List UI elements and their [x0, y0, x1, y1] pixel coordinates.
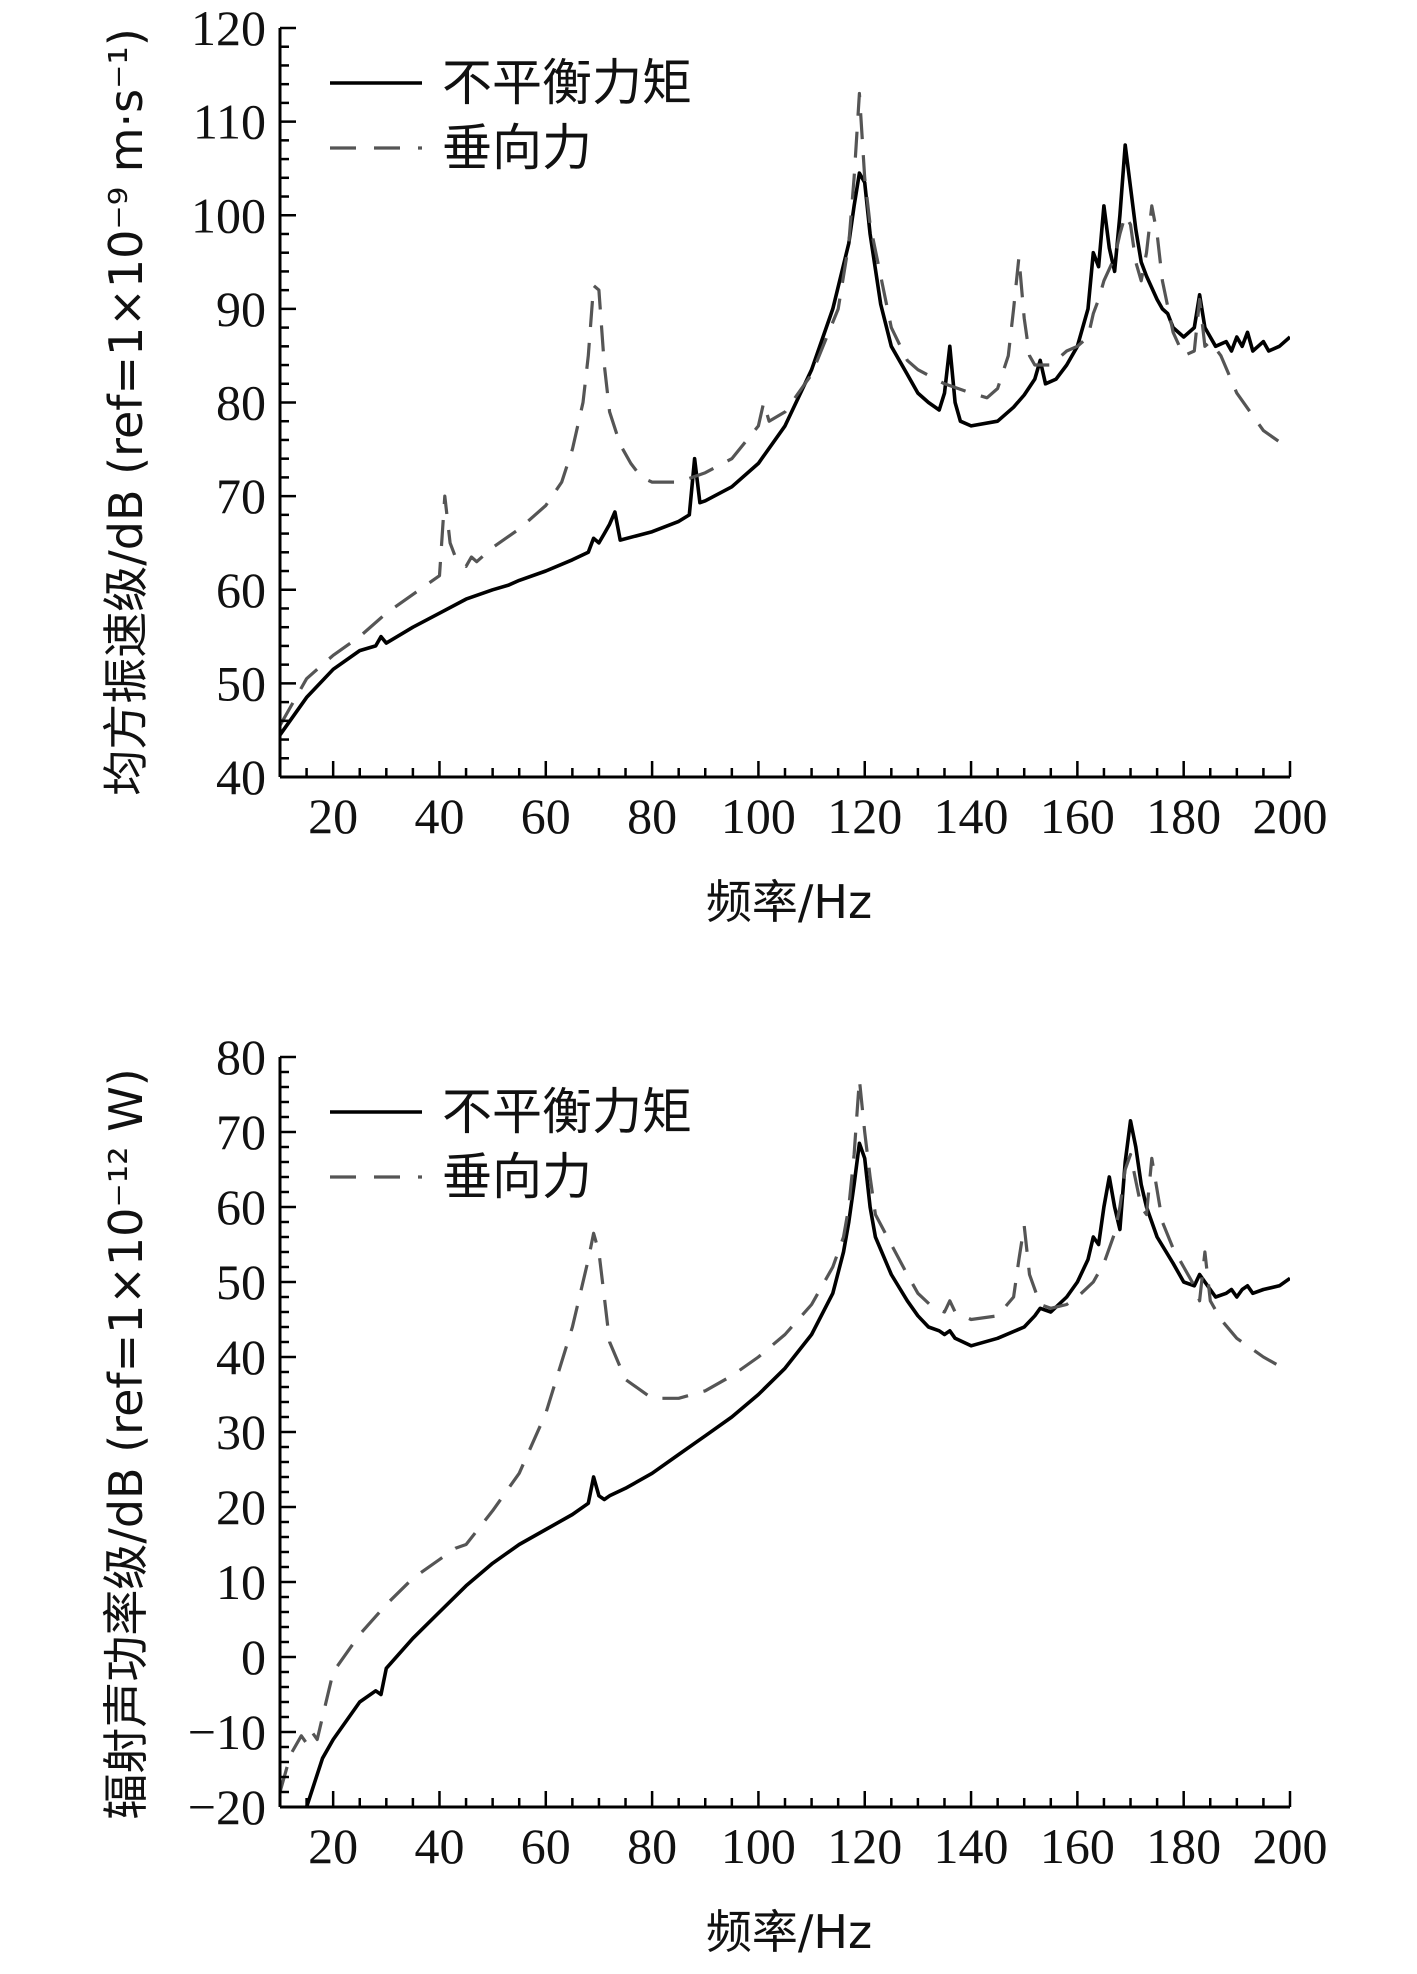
- velocity-x-tick-label: 20: [308, 788, 358, 844]
- velocity-x-tick-label: 160: [1040, 788, 1115, 844]
- velocity-legend-label-unbalanced-moment: 不平衡力矩: [442, 54, 692, 112]
- power-x-tick-label: 40: [414, 1818, 464, 1874]
- power-x-tick-label: 20: [308, 1818, 358, 1874]
- velocity-y-tick-label: 120: [191, 0, 266, 56]
- velocity-y-tick-label: 110: [193, 94, 266, 150]
- power-x-axis-title: 频率/Hz: [706, 1905, 872, 1959]
- power-y-tick-label: 50: [216, 1254, 266, 1310]
- power-y-tick-label: −20: [188, 1779, 266, 1835]
- velocity-y-tick-label: 40: [216, 749, 266, 805]
- power-x-tick-label: 160: [1040, 1818, 1115, 1874]
- power-legend-label-unbalanced-moment: 不平衡力矩: [442, 1083, 692, 1141]
- power-series-vertical-force-line: [280, 1077, 1290, 1793]
- power-x-tick-label: 120: [827, 1818, 902, 1874]
- power-x-tick-label: 200: [1253, 1818, 1328, 1874]
- velocity-x-axis-title: 频率/Hz: [706, 875, 872, 929]
- velocity-legend-label-vertical-force: 垂向力: [442, 119, 592, 177]
- velocity-x-tick-label: 200: [1253, 788, 1328, 844]
- velocity-y-tick-label: 60: [216, 562, 266, 618]
- power-y-tick-label: 80: [216, 1029, 266, 1085]
- velocity-x-tick-label: 120: [827, 788, 902, 844]
- velocity-x-tick-label: 180: [1146, 788, 1221, 844]
- velocity-y-tick-label: 70: [216, 468, 266, 524]
- velocity-y-axis-title: 均方振速级/dB (ref=1×10⁻⁹ m·s⁻¹): [99, 28, 153, 796]
- power-legend-label-vertical-force: 垂向力: [442, 1148, 592, 1206]
- power-y-tick-label: 10: [216, 1554, 266, 1610]
- power-x-tick-label: 140: [934, 1818, 1009, 1874]
- power-y-axis-title: 辐射声功率级/dB (ref=1×10⁻¹² W): [99, 1068, 153, 1819]
- power-x-tick-label: 180: [1146, 1818, 1221, 1874]
- power-x-tick-label: 80: [627, 1818, 677, 1874]
- chart-sound-power-level: 20 40 60 80 100 120 140 160 180 200 −20 −10 0 10 20 30 4…: [99, 1029, 1328, 1959]
- velocity-y-tick-label: 100: [191, 187, 266, 243]
- velocity-y-tick-label: 90: [216, 281, 266, 337]
- power-x-tick-label: 100: [721, 1818, 796, 1874]
- velocity-x-tick-label: 100: [721, 788, 796, 844]
- velocity-y-tick-label: 50: [216, 655, 266, 711]
- power-plot-lines: [280, 1077, 1290, 1807]
- power-y-tick-label: 30: [216, 1404, 266, 1460]
- power-x-tick-label: 60: [521, 1818, 571, 1874]
- velocity-series-unbalanced-moment-line: [280, 143, 1290, 736]
- velocity-x-tick-label: 60: [521, 788, 571, 844]
- power-y-tick-label: 70: [216, 1104, 266, 1160]
- velocity-x-tick-label: 140: [934, 788, 1009, 844]
- power-ticks: [278, 1055, 1292, 1809]
- power-y-tick-label: 60: [216, 1179, 266, 1235]
- velocity-plot-lines: [280, 91, 1290, 736]
- power-y-tick-label: 20: [216, 1479, 266, 1535]
- power-tick-labels: 20 40 60 80 100 120 140 160 180 200 −20 −10 0 10 20 30 4…: [188, 1029, 1328, 1874]
- velocity-x-tick-label: 80: [627, 788, 677, 844]
- velocity-y-tick-label: 80: [216, 375, 266, 431]
- velocity-ticks: [278, 26, 1292, 779]
- power-y-tick-label: −10: [188, 1704, 266, 1760]
- power-series-unbalanced-moment-line: [304, 1119, 1290, 1807]
- power-y-tick-label: 0: [241, 1629, 266, 1685]
- velocity-tick-labels: 20 40 60 80 100 120 140 160 180 200 40 50 60 70 80 90 10…: [191, 0, 1328, 844]
- velocity-x-tick-label: 40: [414, 788, 464, 844]
- power-y-tick-label: 40: [216, 1329, 266, 1385]
- velocity-series-vertical-force-line: [280, 91, 1290, 727]
- chart-velocity-level: 20 40 60 80 100 120 140 160 180 200 40 50 60 70 80 90 10…: [99, 0, 1328, 929]
